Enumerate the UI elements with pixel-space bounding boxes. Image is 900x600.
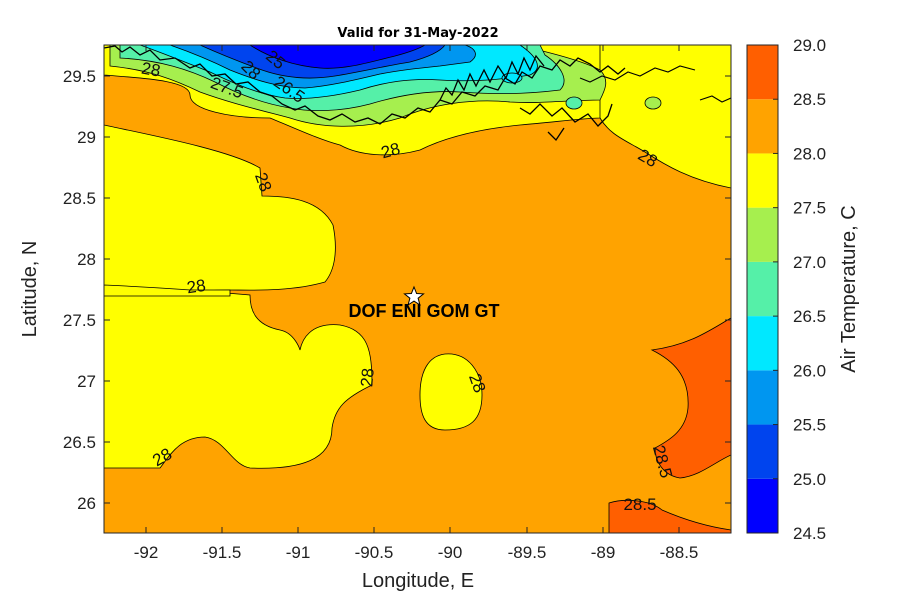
star-icon bbox=[403, 285, 425, 307]
contour-label: 28 bbox=[379, 139, 402, 162]
colorbar-tick-label: 25.5 bbox=[793, 416, 826, 435]
y-axis-label: Latitude, N bbox=[19, 241, 41, 338]
x-tick-label: -92 bbox=[134, 543, 159, 562]
colorbar-ticks: 24.5 25.0 25.5 26.0 26.5 27.0 27.5 28.0 28.5 29.0 bbox=[773, 36, 826, 543]
colorbar-tick-label: 29.0 bbox=[793, 36, 826, 55]
region-28.5-29-south bbox=[608, 499, 731, 533]
y-tick-label: 28.5 bbox=[63, 189, 96, 208]
y-axis: 26 26.5 27 27.5 28 28.5 29 29.5 Latitude… bbox=[19, 67, 731, 513]
colorbar-block bbox=[747, 424, 778, 479]
contour-label: 28 bbox=[140, 59, 162, 81]
colorbar-block bbox=[747, 45, 778, 100]
colorbar-block bbox=[747, 207, 778, 262]
y-tick-label: 26.5 bbox=[63, 433, 96, 452]
contour-label: 28 bbox=[357, 367, 378, 388]
contour-label: 28 bbox=[186, 276, 207, 297]
region-24.5-25 bbox=[249, 45, 426, 69]
colorbar-block bbox=[747, 316, 778, 371]
coastline-delta bbox=[439, 54, 613, 142]
x-tick-label: -89.5 bbox=[508, 543, 547, 562]
site-marker: DOF ENI GOM GT bbox=[349, 285, 500, 321]
colorbar-tick-label: 26.0 bbox=[793, 361, 826, 380]
x-axis: -92 -91.5 -91 -90.5 -90 -89.5 -89 -88.5 … bbox=[134, 45, 699, 592]
colorbar-block bbox=[747, 99, 778, 154]
contour-label: 28.5 bbox=[623, 495, 656, 514]
colorbar-frame bbox=[746, 44, 779, 534]
x-tick-label: -91 bbox=[286, 543, 311, 562]
x-tick-label: -90.5 bbox=[355, 543, 394, 562]
plot-frame bbox=[103, 44, 732, 534]
x-tick-label: -91.5 bbox=[203, 543, 242, 562]
y-tick-label: 28 bbox=[77, 250, 96, 269]
colorbar-label: Air Temperature, C bbox=[838, 205, 860, 372]
map-title: Valid for 31-May-2022 bbox=[337, 26, 498, 41]
x-tick-label: -90 bbox=[438, 543, 463, 562]
x-tick-label: -88.5 bbox=[660, 543, 699, 562]
coastline-east bbox=[579, 65, 731, 103]
colorbar-block bbox=[747, 478, 778, 533]
colorbar-blocks bbox=[747, 45, 778, 533]
region-27.5-28-west bbox=[104, 124, 373, 469]
colorbar-tick-label: 25.0 bbox=[793, 470, 826, 489]
y-tick-label: 27 bbox=[77, 372, 96, 391]
colorbar-block bbox=[747, 370, 778, 425]
y-tick-label: 26 bbox=[77, 494, 96, 513]
colorbar-tick-label: 28.5 bbox=[793, 90, 826, 109]
small-patch-1 bbox=[644, 96, 662, 110]
y-tick-label: 27.5 bbox=[63, 311, 96, 330]
x-tick-label: -89 bbox=[591, 543, 616, 562]
region-27.5-28-patch bbox=[419, 353, 483, 431]
colorbar-block bbox=[747, 261, 778, 317]
colorbar-tick-label: 24.5 bbox=[793, 524, 826, 543]
region-27.5-28-west-bump bbox=[104, 284, 231, 297]
y-tick-label: 29 bbox=[77, 128, 96, 147]
colorbar-tick-label: 27.0 bbox=[793, 253, 826, 272]
colorbar-tick-label: 28.0 bbox=[793, 144, 826, 163]
region-28.5-29-southeast bbox=[650, 317, 731, 479]
colorbar-block bbox=[747, 153, 778, 208]
colorbar: 24.5 25.0 25.5 26.0 26.5 27.0 27.5 28.0 28.5 29.0… bbox=[746, 36, 860, 543]
colorbar-tick-label: 26.5 bbox=[793, 307, 826, 326]
small-patch-2 bbox=[565, 96, 583, 110]
temperature-map: 28 28 28 28 28 28 28 28 28.5 28.5 27.5 2… bbox=[104, 45, 731, 533]
coastline bbox=[104, 45, 626, 125]
colorbar-tick-label: 27.5 bbox=[793, 199, 826, 218]
y-tick-label: 29.5 bbox=[63, 67, 96, 86]
site-label: DOF ENI GOM GT bbox=[349, 301, 500, 321]
x-axis-label: Longitude, E bbox=[362, 570, 474, 592]
